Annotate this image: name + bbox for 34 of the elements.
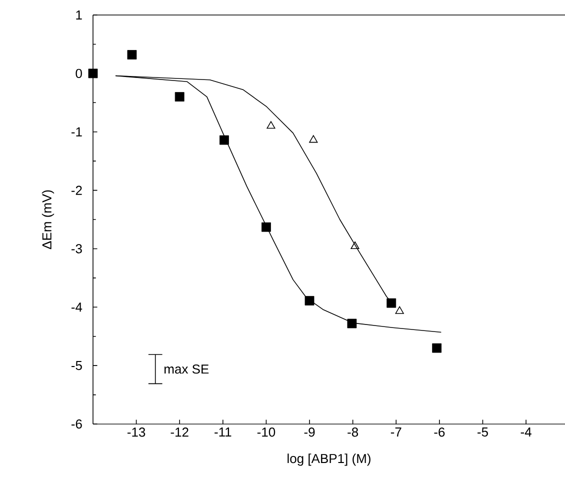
y-tick-label: -5 [71, 361, 82, 370]
annotation: max SE [164, 364, 209, 374]
x-tick-label: -5 [478, 428, 488, 437]
point [386, 298, 396, 308]
y-tick-label: 1 [76, 10, 82, 20]
point [347, 318, 357, 328]
x-tick-label: -10 [257, 428, 276, 437]
x-tick-label: -11 [214, 428, 232, 436]
point [395, 306, 404, 314]
point [350, 241, 360, 250]
y-axis-title: ΔEm (mV) [42, 190, 54, 250]
y-tick-label: -3 [71, 244, 82, 254]
point [266, 121, 276, 129]
point [174, 92, 184, 102]
x-axis-title: log [ABP1] (M) [288, 454, 370, 466]
point [262, 222, 271, 232]
y-tick-label: -2 [71, 186, 82, 195]
x-tick-label: -8 [348, 428, 358, 437]
point [309, 135, 318, 143]
x-tick-label: -6 [434, 428, 445, 437]
x-tick-label: -12 [170, 428, 188, 437]
y-tick-label: -4 [71, 302, 82, 312]
point [88, 68, 98, 78]
x-tick-label: -4 [520, 428, 532, 436]
point [304, 296, 314, 306]
y-tick-label: -1 [71, 127, 82, 136]
y-tick-label: -6 [71, 419, 82, 429]
point [220, 135, 229, 145]
point [127, 50, 137, 60]
x-tick-label: -9 [304, 428, 315, 437]
point [432, 343, 442, 353]
y-tick-label: 0 [76, 68, 82, 78]
x-tick-label: -7 [390, 428, 402, 436]
x-tick-label: -13 [127, 428, 146, 437]
